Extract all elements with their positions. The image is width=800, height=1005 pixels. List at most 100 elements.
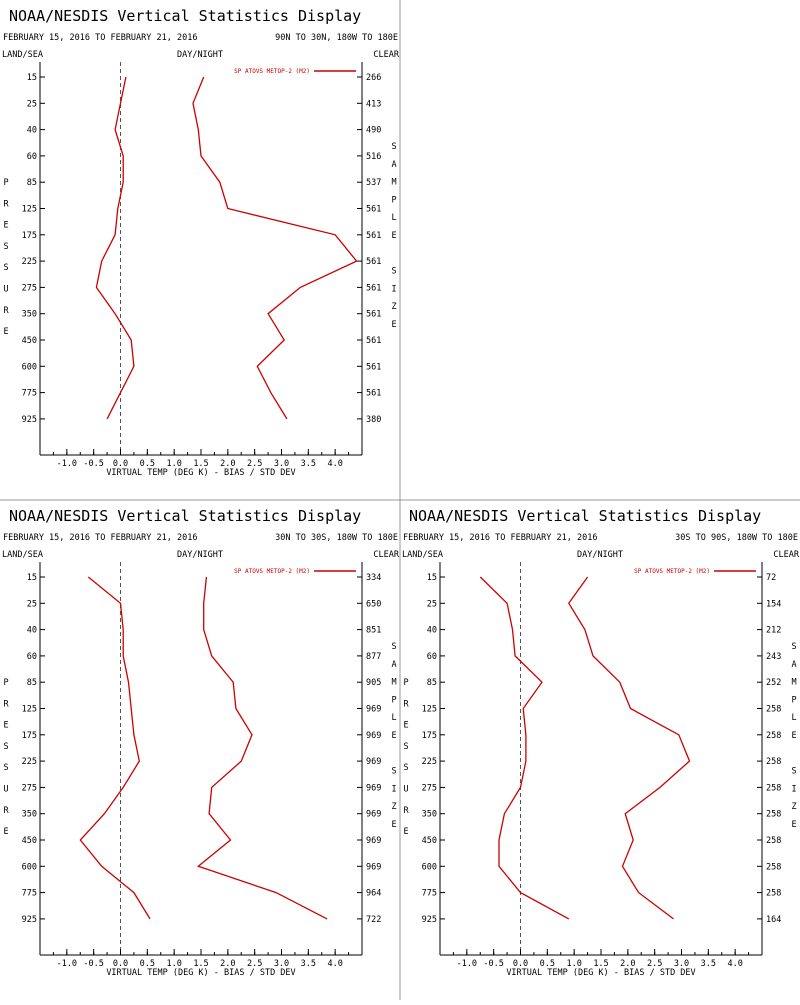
sample-size-label: 258 [766, 705, 781, 715]
x-tick-label: 4.0 [727, 959, 742, 969]
x-tick-label: 3.0 [274, 959, 289, 969]
pressure-level-label: 350 [22, 810, 37, 820]
pressure-axis-letter: E [403, 721, 408, 731]
clear-label: CLEAR [373, 50, 399, 60]
sample-size-axis-letter: Z [791, 802, 796, 812]
sample-size-axis-letter: M [791, 678, 796, 688]
sample-size-label: 561 [366, 336, 381, 346]
x-axis-label: VIRTUAL TEMP (DEG K) - BIAS / STD DEV [106, 468, 295, 478]
pressure-axis-letter: R [403, 699, 409, 709]
pressure-level-label: 60 [27, 152, 37, 162]
sample-size-label: 516 [366, 152, 381, 162]
pressure-level-label: 350 [22, 310, 37, 320]
land-sea-label: LAND/SEA [2, 50, 43, 60]
region-label: 30S TO 90S, 180W TO 180E [675, 533, 798, 543]
pressure-level-label: 125 [22, 205, 37, 215]
pressure-axis-letter: S [3, 742, 8, 752]
bias-series-line [479, 576, 570, 920]
x-tick-label: 2.5 [247, 959, 262, 969]
sample-size-label: 243 [766, 652, 781, 662]
sample-size-axis-letter: E [791, 731, 796, 741]
pressure-level-label: 25 [427, 599, 437, 609]
sample-size-axis-letter: P [791, 695, 796, 705]
date-range-label: FEBRUARY 15, 2016 TO FEBRUARY 21, 2016 [3, 533, 197, 543]
sample-size-axis-letter: S [391, 142, 396, 152]
x-tick-label: 1.0 [166, 459, 181, 469]
x-tick-label: 3.5 [301, 959, 316, 969]
pressure-level-label: 15 [427, 573, 437, 583]
x-tick-label: -0.5 [83, 959, 103, 969]
sample-size-label: 964 [366, 889, 381, 899]
pressure-level-label: 925 [22, 915, 37, 925]
sample-size-label: 561 [366, 310, 381, 320]
pressure-level-label: 60 [427, 652, 437, 662]
region-label: 90N TO 30N, 180W TO 180E [275, 33, 398, 43]
sample-size-axis-letter: S [391, 642, 396, 652]
land-sea-label: LAND/SEA [2, 550, 43, 560]
sample-size-axis-letter: E [391, 731, 396, 741]
sample-size-label: 561 [366, 257, 381, 267]
sample-size-label: 537 [366, 178, 381, 188]
sample-size-axis-letter: S [791, 642, 796, 652]
pressure-level-label: 85 [427, 678, 437, 688]
pressure-level-label: 925 [422, 915, 437, 925]
panel-title: NOAA/NESDIS Vertical Statistics Display [9, 507, 361, 525]
sample-size-label: 561 [366, 362, 381, 372]
pressure-level-label: 600 [422, 862, 437, 872]
x-axis-label: VIRTUAL TEMP (DEG K) - BIAS / STD DEV [106, 968, 295, 978]
pressure-axis-letter: P [3, 178, 8, 188]
pressure-level-label: 275 [22, 283, 37, 293]
sample-size-label: 252 [766, 678, 781, 688]
sample-size-label: 561 [366, 389, 381, 399]
clear-label: CLEAR [773, 550, 799, 560]
pressure-level-label: 40 [427, 626, 437, 636]
sample-size-label: 266 [366, 73, 381, 83]
pressure-axis-letter: R [3, 306, 9, 316]
pressure-axis-letter: U [403, 785, 408, 795]
pressure-axis-letter: E [3, 221, 8, 231]
sample-size-axis-letter: E [391, 820, 396, 830]
sample-size-label: 413 [366, 99, 381, 109]
pressure-axis-letter: P [3, 678, 8, 688]
bias-series-line [79, 576, 151, 920]
day-night-label: DAY/NIGHT [177, 550, 223, 560]
sample-size-label: 969 [366, 783, 381, 793]
sample-size-label: 969 [366, 862, 381, 872]
x-tick-label: 3.5 [301, 459, 316, 469]
sample-size-axis-letter: E [791, 820, 796, 830]
pressure-level-label: 60 [27, 652, 37, 662]
x-tick-label: 0.0 [113, 959, 128, 969]
x-tick-label: -0.5 [83, 459, 103, 469]
x-tick-label: 2.5 [647, 959, 662, 969]
pressure-axis-letter: E [3, 327, 8, 337]
sample-size-axis-letter: A [391, 660, 396, 670]
pressure-level-label: 775 [22, 889, 37, 899]
sample-size-label: 334 [366, 573, 381, 583]
pressure-level-label: 775 [422, 889, 437, 899]
pressure-axis-letter: P [403, 678, 408, 688]
pressure-axis-letter: U [3, 785, 8, 795]
sample-size-axis-letter: S [391, 767, 396, 777]
legend-label: SP ATOVS METOP-2 (M2) [234, 568, 310, 575]
x-tick-label: 1.5 [193, 959, 208, 969]
sample-size-axis-letter: I [391, 784, 396, 794]
x-tick-label: 2.0 [220, 959, 235, 969]
sample-size-label: 258 [766, 783, 781, 793]
pressure-level-label: 40 [27, 126, 37, 136]
pressure-axis-letter: U [3, 285, 8, 295]
date-range-label: FEBRUARY 15, 2016 TO FEBRUARY 21, 2016 [3, 33, 197, 43]
sample-size-label: 851 [366, 626, 381, 636]
x-tick-label: 1.0 [166, 959, 181, 969]
x-tick-label: 3.0 [274, 459, 289, 469]
sample-size-axis-letter: A [791, 660, 796, 670]
pressure-level-label: 225 [422, 757, 437, 767]
sample-size-label: 877 [366, 652, 381, 662]
sample-size-label: 258 [766, 836, 781, 846]
sample-size-label: 212 [766, 626, 781, 636]
pressure-level-label: 275 [22, 783, 37, 793]
pressure-level-label: 450 [422, 836, 437, 846]
x-tick-label: -1.0 [457, 959, 477, 969]
day-night-label: DAY/NIGHT [577, 550, 623, 560]
pressure-level-label: 350 [422, 810, 437, 820]
